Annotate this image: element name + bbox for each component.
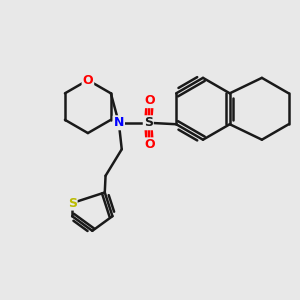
Text: S: S (68, 196, 76, 210)
Text: S: S (144, 116, 153, 129)
Text: O: O (82, 74, 93, 87)
Text: N: N (114, 116, 124, 129)
Text: O: O (144, 94, 155, 107)
Text: O: O (144, 138, 155, 151)
